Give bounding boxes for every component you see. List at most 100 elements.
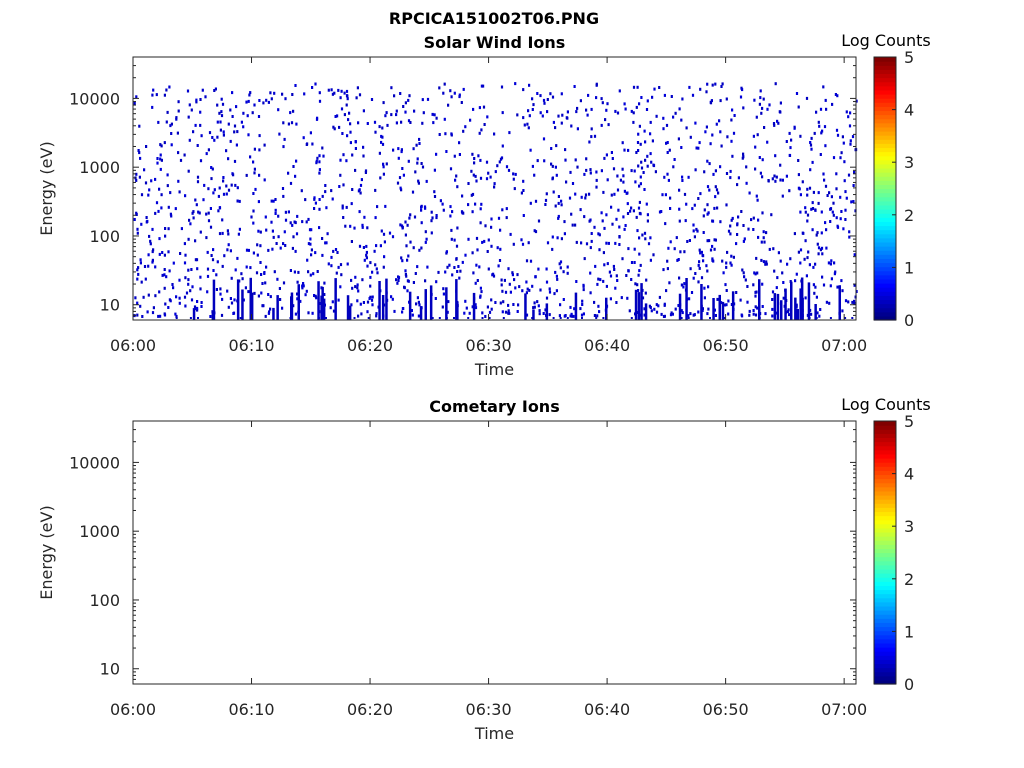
spectrogram-cell [420,162,423,165]
spectrogram-cell [292,235,295,239]
spectrogram-cell [669,207,672,210]
spectrogram-cell [166,173,169,177]
spectrogram-cell [314,294,317,298]
spectrogram-cell [542,137,546,141]
spectrogram-cell [158,187,161,191]
spectrogram-cell [557,114,560,118]
spectrogram-cell [207,219,211,223]
spectrogram-cell [671,312,674,316]
spectrogram-cell [603,263,606,267]
spectrogram-cell [271,247,274,251]
spectrogram-cell [595,96,598,100]
spectrogram-cell [410,309,413,312]
spectrogram-cell [675,236,678,240]
spectrogram-cell [170,122,173,126]
spectrogram-cell [446,310,449,314]
spectrogram-cell [310,228,313,232]
spectrogram-cell [646,219,649,223]
spectrogram-cell [395,121,398,125]
spectrogram-cell [395,113,398,117]
spectrogram-cell [245,265,248,269]
spectrogram-cell [644,303,648,320]
spectrogram-cell [666,267,669,271]
spectrogram-cell [706,312,709,316]
spectrogram-cell [402,307,405,310]
spectrogram-cell [175,116,178,120]
spectrogram-cell [278,287,281,290]
spectrogram-cell [848,124,852,128]
spectrogram-cell [236,130,239,134]
spectrogram-cell [216,260,219,264]
spectrogram-cell [447,103,450,107]
spectrogram-cell [632,120,635,124]
spectrogram-cell [231,91,234,95]
spectrogram-cell [165,120,168,124]
spectrogram-cell [385,162,388,166]
spectrogram-cell [847,173,851,177]
spectrogram-cell [505,207,508,211]
spectrogram-cell [487,238,490,242]
spectrogram-cell [234,183,237,187]
spectrogram-cell [167,306,170,309]
spectrogram-cell [177,179,180,183]
spectrogram-cell [369,275,372,279]
spectrogram-cell [771,298,774,301]
spectrogram-cell [546,241,550,245]
spectrogram-cell [494,301,497,304]
spectrogram-cell [632,209,635,213]
spectrogram-cell [805,274,808,278]
spectrogram-cell [439,199,442,203]
spectrogram-cell [725,289,728,292]
spectrogram-cell [342,216,345,219]
spectrogram-cell [613,192,616,196]
spectrogram-cell [294,84,297,87]
spectrogram-cell [136,301,139,305]
spectrogram-cell [349,224,352,228]
spectrogram-cell [195,100,198,104]
spectrogram-cell [455,257,458,261]
spectrogram-cell [498,259,502,262]
spectrogram-cell [505,216,508,220]
spectrogram-cell [148,234,151,238]
spectrogram-cell [216,120,219,124]
spectrogram-cell [621,167,624,171]
spectrogram-cell [507,168,511,172]
colorbar-segment [874,278,896,284]
spectrogram-cell [606,262,609,266]
spectrogram-cell [470,193,473,197]
spectrogram-cell [743,275,746,279]
spectrogram-cell [853,301,856,305]
spectrogram-cell [777,251,780,255]
spectrogram-cell [605,241,608,245]
spectrogram-cell [159,157,162,161]
spectrogram-cell [323,281,326,285]
spectrogram-cell [511,273,514,277]
spectrogram-cell [581,303,584,306]
spectrogram-cell [255,271,259,275]
spectrogram-cell [390,113,393,117]
spectrogram-cell [156,161,159,165]
spectrogram-cell [831,102,834,106]
spectrogram-cell [611,157,614,160]
spectrogram-cell [561,113,564,117]
spectrogram-cell [680,283,683,287]
spectrogram-cell [613,268,616,271]
spectrogram-cell [154,294,157,298]
spectrogram-cell [343,91,346,95]
spectrogram-cell [218,111,221,115]
spectrogram-cell [836,285,839,289]
spectrogram-cell [479,286,482,290]
spectrogram-cell [556,277,559,281]
spectrogram-cell [736,183,739,187]
spectrogram-cell [575,280,578,283]
spectrogram-cell [692,229,695,233]
spectrogram-cell [580,313,584,317]
spectrogram-cell [815,317,818,319]
spectrogram-cell [399,223,402,227]
spectrogram-cell [621,257,624,261]
spectrogram-cell [294,249,297,253]
spectrogram-cell [638,102,641,106]
spectrogram-cell [829,317,832,319]
spectrogram-cell [522,189,525,192]
spectrogram-cell [486,115,489,119]
